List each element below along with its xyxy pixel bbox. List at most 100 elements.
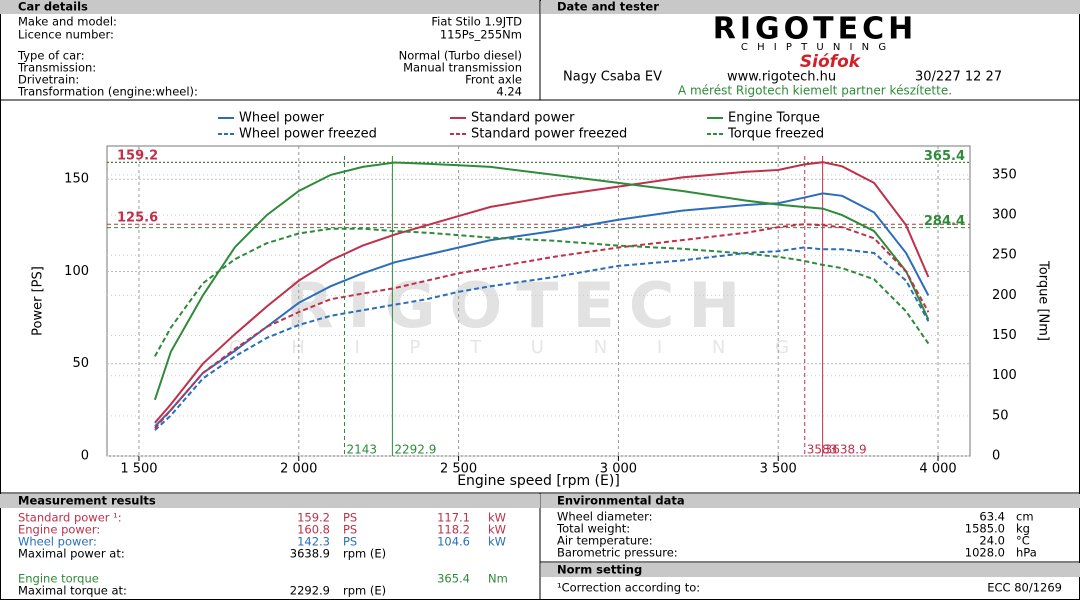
detail-value: Manual transmission bbox=[403, 61, 522, 75]
detail-value: Normal (Turbo diesel) bbox=[399, 49, 522, 63]
result-unit: kW bbox=[488, 511, 506, 525]
h-marker-label: 284.4 bbox=[924, 214, 965, 229]
norm-label: ¹Correction according to: bbox=[557, 581, 700, 595]
y2-tick-label: 300 bbox=[992, 208, 1017, 223]
y2-tick-label: 250 bbox=[992, 248, 1017, 263]
result-value: 104.6 bbox=[437, 535, 470, 549]
section-title: Car details bbox=[18, 0, 88, 14]
result-unit: PS bbox=[343, 535, 357, 549]
v-marker-label: 3583 bbox=[807, 443, 838, 457]
header-bar bbox=[0, 0, 540, 14]
y-tick-label: 0 bbox=[81, 449, 89, 464]
result-unit: PS bbox=[343, 523, 357, 537]
section-title: Measurement results bbox=[18, 494, 156, 508]
series-line bbox=[154, 161, 930, 424]
phone: 30/227 12 27 bbox=[915, 70, 1002, 85]
result-unit: rpm (E) bbox=[343, 547, 386, 561]
legend-label: Wheel power freezed bbox=[239, 127, 377, 142]
y-axis-label: Power [PS] bbox=[31, 266, 46, 336]
section-title: Norm setting bbox=[557, 563, 642, 577]
detail-label: Type of car: bbox=[17, 49, 85, 63]
logo: RIGOTECH bbox=[713, 12, 917, 47]
x-tick-label: 1 500 bbox=[120, 462, 157, 477]
v-marker-label: 3638.9 bbox=[825, 443, 867, 457]
result-value: 2292.9 bbox=[290, 584, 330, 598]
norm-value: ECC 80/1269 bbox=[987, 581, 1062, 595]
v-marker-label: 2143 bbox=[346, 443, 377, 457]
detail-label: Transmission: bbox=[17, 61, 96, 75]
result-label: Engine torque bbox=[18, 572, 99, 586]
result-label: Engine power: bbox=[18, 523, 100, 537]
env-unit: kg bbox=[1016, 522, 1030, 536]
detail-value: 115Ps_255Nm bbox=[440, 28, 522, 42]
series-line bbox=[154, 227, 930, 357]
env-value: 24.0 bbox=[979, 534, 1005, 548]
detail-value: 4.24 bbox=[496, 85, 522, 99]
y-tick-label: 150 bbox=[64, 172, 89, 187]
x-tick-label: 2 500 bbox=[440, 462, 477, 477]
x-tick-label: 2 000 bbox=[280, 462, 317, 477]
result-value: 142.3 bbox=[297, 535, 330, 549]
env-label: Total weight: bbox=[556, 522, 630, 536]
city: Siófok bbox=[800, 52, 862, 72]
h-marker-label: 125.6 bbox=[117, 211, 158, 226]
website: www.rigotech.hu bbox=[727, 70, 836, 85]
result-label: Standard power ¹: bbox=[18, 511, 122, 525]
legend-label: Torque freezed bbox=[727, 127, 824, 142]
y-tick-label: 50 bbox=[72, 356, 89, 371]
legend-label: Wheel power bbox=[239, 111, 325, 126]
y2-tick-label: 350 bbox=[992, 167, 1017, 182]
tester-name: Nagy Csaba EV bbox=[563, 70, 662, 85]
watermark: RIGOTECH bbox=[286, 269, 754, 342]
detail-label: Licence number: bbox=[18, 28, 114, 42]
note: A mérést Rigotech kiemelt partner készít… bbox=[678, 84, 952, 98]
result-label: Wheel power: bbox=[18, 535, 97, 549]
result-value: 117.1 bbox=[437, 511, 470, 525]
env-unit: °C bbox=[1016, 534, 1030, 548]
series-line bbox=[153, 161, 930, 401]
y-tick-label: 100 bbox=[64, 264, 89, 279]
watermark-sub: C H I P T U N I N G bbox=[229, 337, 811, 358]
y2-tick-label: 200 bbox=[992, 288, 1017, 303]
v-marker-label: 2292.9 bbox=[394, 443, 436, 457]
y2-tick-label: 50 bbox=[992, 408, 1009, 423]
result-unit: kW bbox=[488, 535, 506, 549]
detail-label: Transformation (engine:wheel): bbox=[17, 85, 198, 99]
h-marker-label: 159.2 bbox=[117, 149, 158, 164]
header-bar bbox=[541, 0, 1080, 14]
result-value: 160.8 bbox=[297, 523, 330, 537]
detail-label: Drivetrain: bbox=[18, 73, 79, 87]
x-tick-label: 3 000 bbox=[600, 462, 637, 477]
header-bar bbox=[541, 563, 1080, 577]
series-line bbox=[154, 223, 930, 429]
env-value: 1028.0 bbox=[965, 546, 1005, 560]
detail-value: Front axle bbox=[465, 73, 522, 87]
x-tick-label: 4 000 bbox=[919, 462, 956, 477]
header-bar bbox=[541, 494, 1080, 508]
logo-sub: C H I P T U N I N G bbox=[741, 42, 889, 53]
env-label: Air temperature: bbox=[557, 534, 653, 548]
header-bar bbox=[0, 494, 540, 508]
y2-tick-label: 100 bbox=[992, 368, 1017, 383]
detail-label: Make and model: bbox=[18, 15, 117, 29]
result-value: 118.2 bbox=[437, 523, 470, 537]
env-value: 1585.0 bbox=[965, 522, 1005, 536]
result-value: 159.2 bbox=[297, 511, 330, 525]
result-label: Maximal torque at: bbox=[18, 584, 127, 598]
legend-label: Standard power bbox=[471, 111, 575, 126]
series-line bbox=[154, 246, 930, 431]
section-title: Date and tester bbox=[557, 0, 659, 14]
y2-axis-label: Torque [Nm] bbox=[1036, 260, 1051, 341]
env-label: Barometric pressure: bbox=[557, 546, 678, 560]
x-tick-label: 3 500 bbox=[760, 462, 797, 477]
legend-label: Standard power freezed bbox=[471, 127, 627, 142]
x-axis-label: Engine speed [rpm (E)] bbox=[457, 473, 620, 489]
result-value: 3638.9 bbox=[290, 547, 330, 561]
h-marker-label: 365.4 bbox=[924, 149, 965, 164]
result-unit: kW bbox=[488, 523, 506, 537]
result-unit: rpm (E) bbox=[343, 584, 386, 598]
y2-tick-label: 0 bbox=[992, 449, 1000, 464]
y2-tick-label: 150 bbox=[992, 328, 1017, 343]
